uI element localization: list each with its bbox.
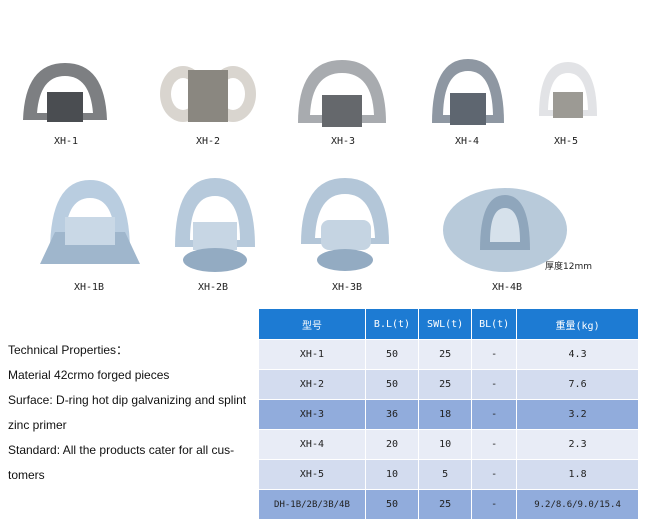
product-label: XH-3B — [331, 282, 363, 293]
table-row: XH-5 10 5-1.8 — [259, 459, 639, 490]
col-bl2: BL(t) — [471, 309, 518, 340]
product-label: XH-1 — [53, 136, 79, 147]
table-cell: - — [471, 429, 518, 460]
table-cell: XH-3 — [259, 399, 366, 430]
product-label: XH-1B — [73, 282, 105, 293]
table-cell: - — [471, 459, 518, 490]
table-cell: - — [471, 399, 518, 430]
table-cell: 5 — [418, 459, 473, 490]
table-cell: 50 — [365, 489, 420, 519]
d-ring-xh-4b-image — [443, 188, 567, 272]
table-cell: 18 — [418, 399, 473, 430]
table-row: DH-1B/2B/3B/4B 50 25-9.2/8.6/9.0/15.4 — [259, 489, 639, 519]
thickness-note: 厚度12mm — [545, 262, 592, 272]
product-label: XH-4B — [491, 282, 523, 293]
specs-line: Standard: All the products cater for all… — [8, 443, 235, 457]
table-cell: 4.3 — [516, 339, 639, 370]
col-swl: SWL(t) — [418, 309, 473, 340]
table-cell: XH-5 — [259, 459, 366, 490]
table-cell: 20 — [365, 429, 420, 460]
specs-line: zinc primer — [8, 418, 67, 432]
table-cell: - — [471, 369, 518, 400]
product-label: XH-5 — [553, 136, 579, 147]
table-cell: 7.6 — [516, 369, 639, 400]
table-cell: 25 — [418, 369, 473, 400]
d-ring-xh-1-image — [23, 63, 107, 122]
d-ring-xh-1b-image — [40, 180, 140, 264]
table-cell: 1.8 — [516, 459, 639, 490]
table-cell: - — [471, 339, 518, 370]
table-cell: 3.2 — [516, 399, 639, 430]
product-label: XH-4 — [454, 136, 480, 147]
d-ring-xh-3-image — [298, 60, 386, 127]
col-weight: 重量(kg) — [516, 309, 639, 340]
d-ring-xh-5-image — [539, 62, 597, 118]
table-cell: 50 — [365, 369, 420, 400]
table-cell: 25 — [418, 489, 473, 519]
table-row: XH-2 50 25-7.6 — [259, 369, 639, 400]
d-ring-xh-4-image — [432, 59, 504, 125]
table-row: XH-1 50 25-4.3 — [259, 339, 639, 370]
table-cell: 10 — [418, 429, 473, 460]
d-ring-xh-3b-image — [301, 178, 389, 271]
table-row: XH-3 36 18-3.2 — [259, 399, 639, 430]
specs-line: Surface: D-ring hot dip galvanizing and … — [8, 393, 247, 407]
table-row: XH-4 20 10-2.3 — [259, 429, 639, 460]
col-bl: B.L(t) — [365, 309, 420, 340]
product-label: XH-2 — [195, 136, 221, 147]
table-header-row: 型号 B.L(t) SWL(t) BL(t) 重量(kg) — [259, 309, 639, 340]
table-cell: DH-1B/2B/3B/4B — [259, 489, 366, 519]
technical-properties: Technical Properties： Material 42crmo fo… — [8, 338, 246, 488]
table-cell: 2.3 — [516, 429, 639, 460]
table-cell: 10 — [365, 459, 420, 490]
specs-line: tomers — [8, 468, 45, 482]
table-cell: XH-2 — [259, 369, 366, 400]
product-label: XH-3 — [330, 136, 356, 147]
table-cell: 25 — [418, 339, 473, 370]
specs-line: Material 42crmo forged pieces — [8, 368, 170, 382]
product-label: XH-2B — [197, 282, 229, 293]
col-model: 型号 — [259, 309, 366, 340]
spec-table: 型号 B.L(t) SWL(t) BL(t) 重量(kg) XH-1 50 25-4… — [259, 309, 639, 519]
table-cell: XH-1 — [259, 339, 366, 370]
d-ring-xh-2-image — [160, 66, 256, 122]
table-cell: XH-4 — [259, 429, 366, 460]
specs-heading: Technical Properties： — [8, 343, 129, 357]
table-cell: - — [471, 489, 518, 519]
d-ring-xh-2b-image — [175, 178, 255, 272]
table-cell: 50 — [365, 339, 420, 370]
table-cell: 9.2/8.6/9.0/15.4 — [516, 489, 639, 519]
table-cell: 36 — [365, 399, 420, 430]
